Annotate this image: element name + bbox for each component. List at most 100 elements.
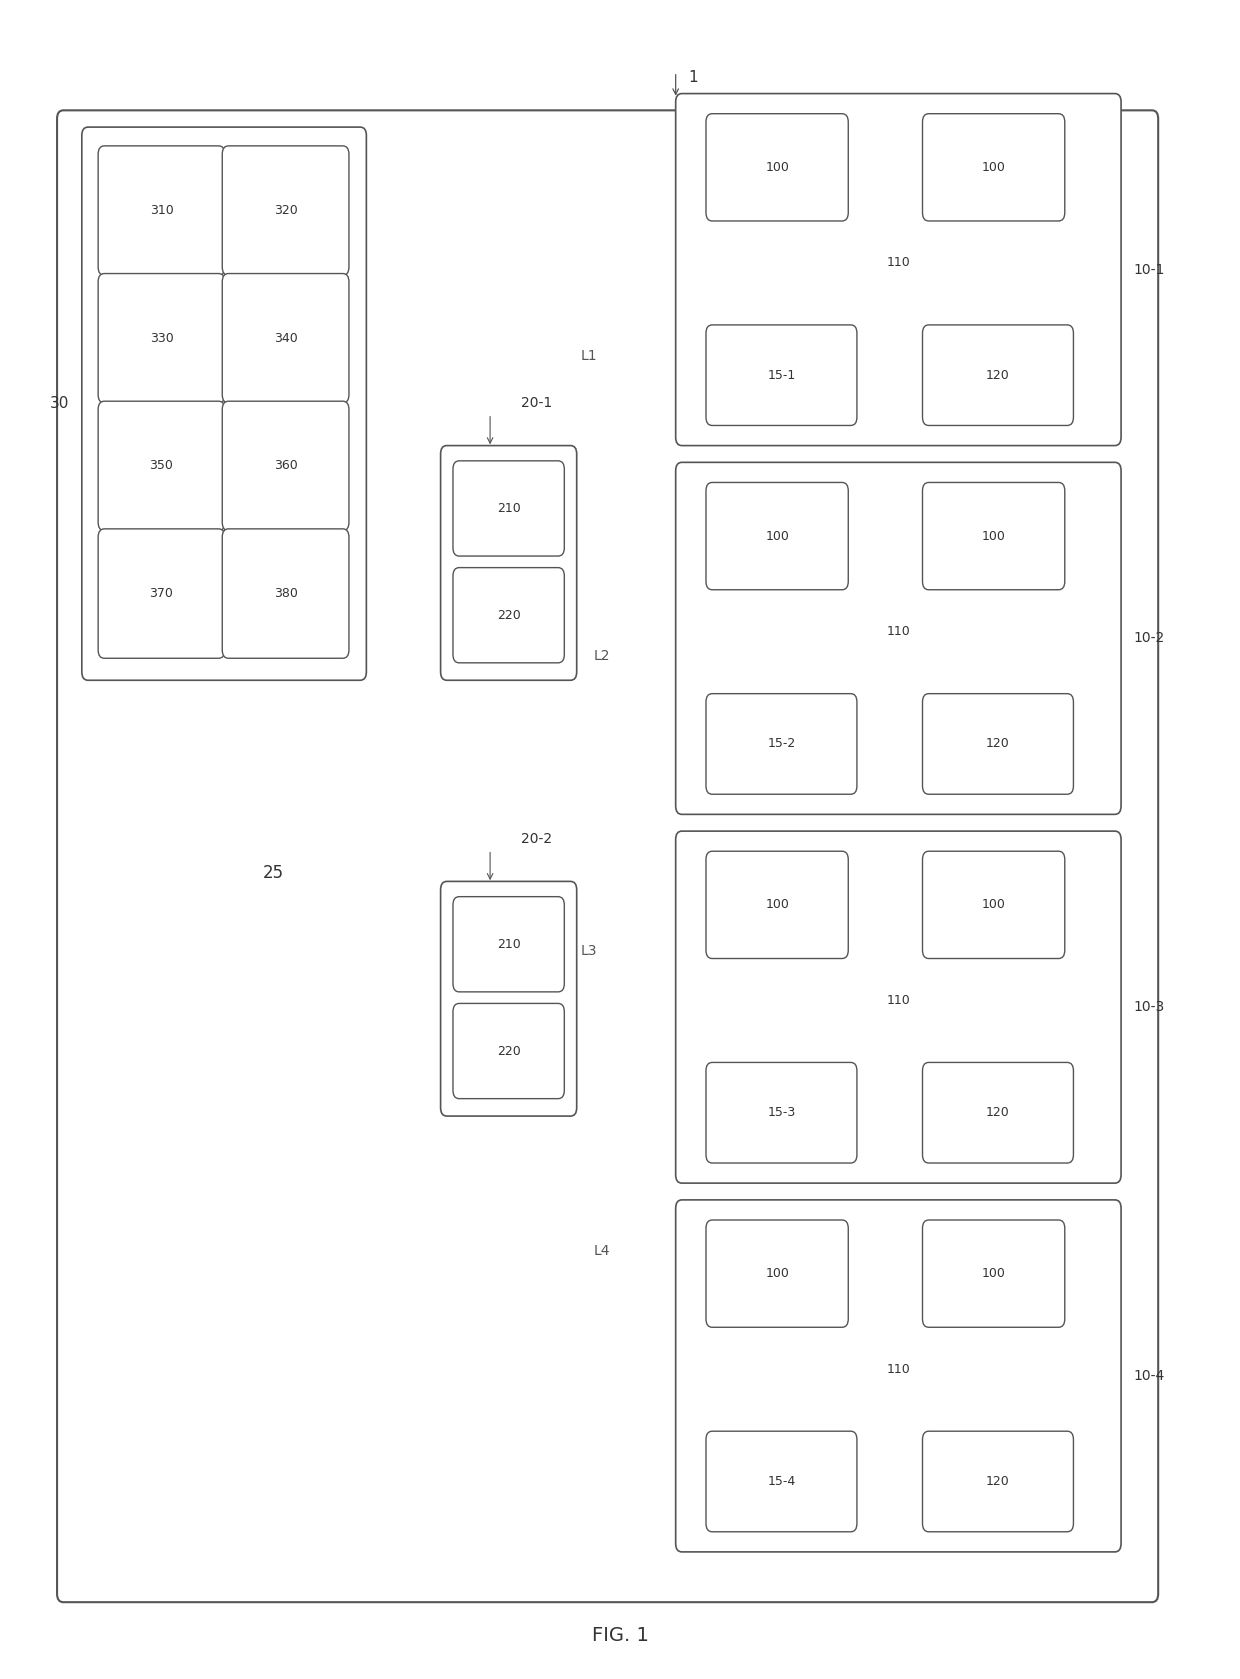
- FancyBboxPatch shape: [706, 693, 857, 794]
- Text: 350: 350: [150, 460, 174, 472]
- Ellipse shape: [849, 223, 888, 277]
- FancyBboxPatch shape: [923, 114, 1065, 222]
- Ellipse shape: [856, 250, 956, 290]
- Text: 110: 110: [887, 257, 910, 269]
- Ellipse shape: [895, 1321, 935, 1375]
- Text: 15-3: 15-3: [768, 1106, 796, 1120]
- Text: 360: 360: [274, 460, 298, 472]
- Text: 100: 100: [765, 1268, 789, 1279]
- Text: 100: 100: [765, 898, 789, 912]
- Text: 10-4: 10-4: [1133, 1368, 1164, 1383]
- FancyBboxPatch shape: [706, 326, 857, 425]
- Text: 30: 30: [50, 396, 69, 411]
- FancyBboxPatch shape: [706, 1431, 857, 1531]
- Text: 380: 380: [274, 588, 298, 599]
- Text: 120: 120: [986, 1474, 1009, 1488]
- Ellipse shape: [869, 574, 913, 638]
- Ellipse shape: [265, 777, 352, 885]
- FancyBboxPatch shape: [676, 831, 1121, 1184]
- FancyBboxPatch shape: [453, 460, 564, 556]
- Ellipse shape: [836, 1350, 869, 1390]
- FancyBboxPatch shape: [923, 1221, 1065, 1328]
- FancyBboxPatch shape: [706, 851, 848, 959]
- Ellipse shape: [210, 759, 306, 887]
- Ellipse shape: [836, 245, 869, 285]
- FancyBboxPatch shape: [222, 146, 348, 275]
- Ellipse shape: [856, 987, 956, 1028]
- Ellipse shape: [920, 235, 954, 279]
- FancyBboxPatch shape: [222, 529, 348, 658]
- FancyBboxPatch shape: [923, 1063, 1074, 1164]
- Text: 100: 100: [982, 898, 1006, 912]
- Text: 20-2: 20-2: [521, 833, 552, 846]
- Text: 25: 25: [263, 865, 284, 881]
- Ellipse shape: [849, 960, 888, 1014]
- Text: 100: 100: [765, 529, 789, 542]
- Text: 110: 110: [887, 1363, 910, 1375]
- Ellipse shape: [320, 816, 394, 903]
- FancyBboxPatch shape: [98, 529, 224, 658]
- Ellipse shape: [849, 593, 888, 646]
- Ellipse shape: [920, 1342, 954, 1383]
- Ellipse shape: [167, 794, 250, 902]
- FancyBboxPatch shape: [453, 568, 564, 663]
- FancyBboxPatch shape: [676, 94, 1121, 445]
- FancyBboxPatch shape: [222, 274, 348, 403]
- Ellipse shape: [836, 613, 869, 653]
- FancyBboxPatch shape: [453, 897, 564, 992]
- FancyBboxPatch shape: [82, 128, 366, 680]
- Ellipse shape: [836, 982, 869, 1023]
- Text: L3: L3: [580, 944, 598, 957]
- Text: 15-4: 15-4: [768, 1474, 796, 1488]
- Text: 210: 210: [497, 502, 521, 515]
- FancyBboxPatch shape: [706, 1221, 848, 1328]
- Text: 220: 220: [497, 1044, 521, 1058]
- Text: 20-1: 20-1: [521, 396, 552, 410]
- Ellipse shape: [849, 1330, 888, 1383]
- FancyBboxPatch shape: [676, 462, 1121, 814]
- FancyBboxPatch shape: [923, 693, 1074, 794]
- Text: 210: 210: [497, 939, 521, 950]
- FancyBboxPatch shape: [222, 401, 348, 531]
- Text: 1: 1: [688, 71, 698, 86]
- Text: 100: 100: [982, 529, 1006, 542]
- Text: 100: 100: [982, 1268, 1006, 1279]
- FancyBboxPatch shape: [98, 146, 224, 275]
- Ellipse shape: [920, 972, 954, 1016]
- Text: 100: 100: [765, 161, 789, 175]
- Text: 320: 320: [274, 205, 298, 217]
- Ellipse shape: [856, 1355, 956, 1395]
- Ellipse shape: [869, 944, 913, 1007]
- FancyBboxPatch shape: [57, 111, 1158, 1602]
- Text: L2: L2: [593, 650, 610, 663]
- Ellipse shape: [869, 207, 913, 270]
- FancyBboxPatch shape: [923, 326, 1074, 425]
- FancyBboxPatch shape: [676, 1200, 1121, 1551]
- Text: 120: 120: [986, 737, 1009, 751]
- Text: 110: 110: [887, 994, 910, 1007]
- FancyBboxPatch shape: [923, 482, 1065, 589]
- Text: FIG. 1: FIG. 1: [591, 1627, 649, 1645]
- Text: 310: 310: [150, 205, 174, 217]
- FancyBboxPatch shape: [453, 1004, 564, 1098]
- Ellipse shape: [869, 1313, 913, 1375]
- FancyBboxPatch shape: [706, 1063, 857, 1164]
- Text: 10-1: 10-1: [1133, 262, 1164, 277]
- Text: 340: 340: [274, 332, 298, 344]
- Ellipse shape: [856, 618, 956, 658]
- FancyBboxPatch shape: [923, 851, 1065, 959]
- Text: 120: 120: [986, 1106, 1009, 1120]
- Text: 370: 370: [150, 588, 174, 599]
- Text: 15-2: 15-2: [768, 737, 796, 751]
- FancyBboxPatch shape: [923, 1431, 1074, 1531]
- FancyBboxPatch shape: [98, 401, 224, 531]
- Text: 120: 120: [986, 369, 1009, 381]
- FancyBboxPatch shape: [706, 482, 848, 589]
- Text: 100: 100: [982, 161, 1006, 175]
- Text: 110: 110: [887, 625, 910, 638]
- Ellipse shape: [895, 952, 935, 1006]
- Text: 15-1: 15-1: [768, 369, 796, 381]
- Text: L1: L1: [580, 349, 598, 363]
- Text: L4: L4: [593, 1244, 610, 1259]
- FancyBboxPatch shape: [440, 445, 577, 680]
